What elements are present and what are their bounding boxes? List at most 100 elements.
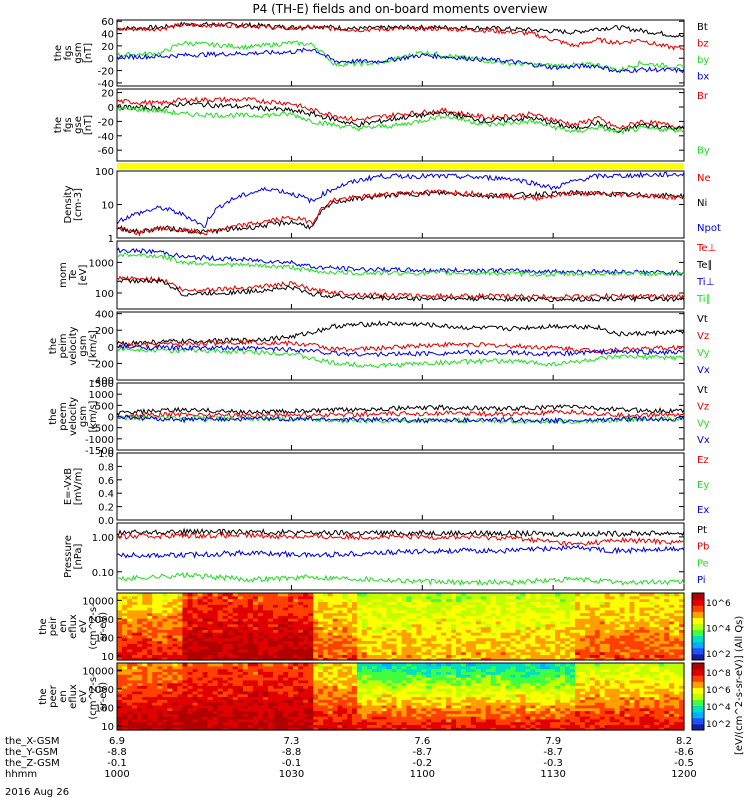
y-tick-label: 10	[101, 652, 114, 663]
heatmap-cell	[342, 663, 347, 666]
panel-frame	[117, 171, 684, 238]
heatmap-cell	[406, 663, 412, 666]
heatmap-cell	[456, 663, 462, 666]
heatmap-cell	[127, 593, 133, 596]
heatmap-cell	[392, 663, 398, 666]
heatmap-cell	[441, 593, 447, 596]
heatmap-cell	[122, 593, 128, 596]
heatmap-cell	[471, 593, 477, 596]
legend-bx: bx	[697, 71, 709, 82]
panel-fgs-gse	[117, 89, 684, 161]
colorbar-tick-label: 10^4	[706, 625, 731, 635]
heatmap-cell	[615, 593, 621, 596]
y-axis-label: [nPa]	[73, 543, 84, 569]
panel-frame	[117, 453, 684, 520]
heatmap-cell	[555, 593, 561, 596]
legend-by: by	[697, 55, 709, 66]
heatmap-cell	[580, 593, 586, 596]
series-line-Vx	[117, 345, 684, 357]
heatmap-cell	[545, 593, 551, 596]
legend-Te⊥: Te⊥	[696, 243, 716, 254]
heatmap-cell	[293, 593, 299, 596]
legend-Pt: Pt	[697, 525, 707, 536]
heatmap-cell	[238, 593, 244, 596]
y-tick-label: 0	[108, 103, 114, 114]
heatmap-cell	[273, 593, 279, 596]
heatmap-cell	[208, 593, 214, 596]
heatmap-cell	[397, 663, 403, 666]
y-tick-label: 40	[101, 30, 114, 41]
heatmap-cell	[213, 593, 219, 596]
heatmap-cell	[644, 593, 650, 596]
y-tick-label: 0.6	[98, 476, 114, 487]
legend-Pe: Pe	[697, 558, 709, 569]
y-tick-label: 0.4	[98, 489, 114, 500]
heatmap-cell	[203, 663, 209, 666]
heatmap-cell	[303, 593, 309, 596]
heatmap-cell	[431, 663, 437, 666]
heatmap-cell	[367, 663, 373, 666]
heatmap-cell	[223, 593, 229, 596]
heatmap-cell	[372, 593, 378, 596]
y-tick-label: 1.00	[92, 533, 114, 544]
heatmap-cell	[117, 593, 123, 596]
heatmap-cell	[362, 663, 368, 666]
legend-Vx: Vx	[697, 435, 710, 446]
heatmap-cell	[278, 593, 284, 596]
colorbar-cell	[692, 648, 704, 655]
heatmap-cell	[476, 663, 482, 666]
heatmap-cell	[649, 593, 655, 596]
legend-Ey: Ey	[697, 480, 709, 491]
legend-Vz: Vz	[697, 331, 709, 342]
series-line-Te∥	[117, 279, 684, 302]
heatmap-cell	[525, 593, 531, 596]
heatmap-cell	[167, 593, 173, 596]
y-tick-label: -20	[98, 67, 114, 78]
heatmap-cell	[333, 663, 338, 666]
heatmap-cell	[122, 663, 128, 666]
heatmap-cell	[132, 593, 138, 596]
y-tick-label: 0.10	[92, 568, 114, 579]
panel-frame	[117, 383, 684, 450]
heatmap-cell	[248, 593, 254, 596]
y-tick-label: 1	[108, 234, 114, 245]
heatmap-cell	[127, 663, 133, 666]
heatmap-cell	[142, 663, 148, 666]
y-tick-label: 20	[101, 89, 114, 100]
y-tick-label: 1500	[89, 379, 114, 390]
series-line-Pi	[117, 545, 684, 557]
heatmap-cell	[233, 593, 239, 596]
heatmap-cell	[664, 593, 670, 596]
heatmap-cell	[162, 663, 168, 666]
heatmap-cell	[137, 663, 143, 666]
y-axis-label: [mV/m]	[73, 468, 84, 506]
heatmap-cell	[610, 593, 616, 596]
y-tick-label: 100	[95, 167, 114, 178]
colorbar-tick-label: 10^6	[706, 599, 731, 609]
series-line-Bt	[117, 22, 684, 37]
heatmap-cell	[313, 663, 318, 666]
legend-bz: bz	[697, 38, 709, 49]
y-tick-label: 200	[95, 326, 114, 337]
heatmap-cell	[600, 593, 606, 596]
heatmap-cell	[639, 593, 645, 596]
heatmap-cell	[476, 593, 482, 596]
heatmap-cell	[466, 663, 472, 666]
y-tick-label: -20	[98, 117, 114, 128]
y-tick-label: 20	[101, 42, 114, 53]
heatmap-cell	[258, 593, 264, 596]
heatmap-cell	[352, 663, 357, 666]
heatmap-cell	[436, 663, 442, 666]
heatmap-cell	[132, 663, 138, 666]
heatmap-cell	[674, 593, 680, 596]
heatmap-cell	[308, 593, 314, 596]
heatmap-cell	[421, 663, 427, 666]
heatmap-cell	[456, 593, 462, 596]
heatmap-cell	[283, 593, 289, 596]
heatmap-cell	[308, 663, 314, 666]
legend-Vx: Vx	[697, 365, 710, 376]
series-line-bx	[117, 48, 684, 72]
heatmap-cell	[147, 663, 153, 666]
heatmap-cell	[288, 593, 294, 596]
heatmap-cell	[218, 663, 224, 666]
